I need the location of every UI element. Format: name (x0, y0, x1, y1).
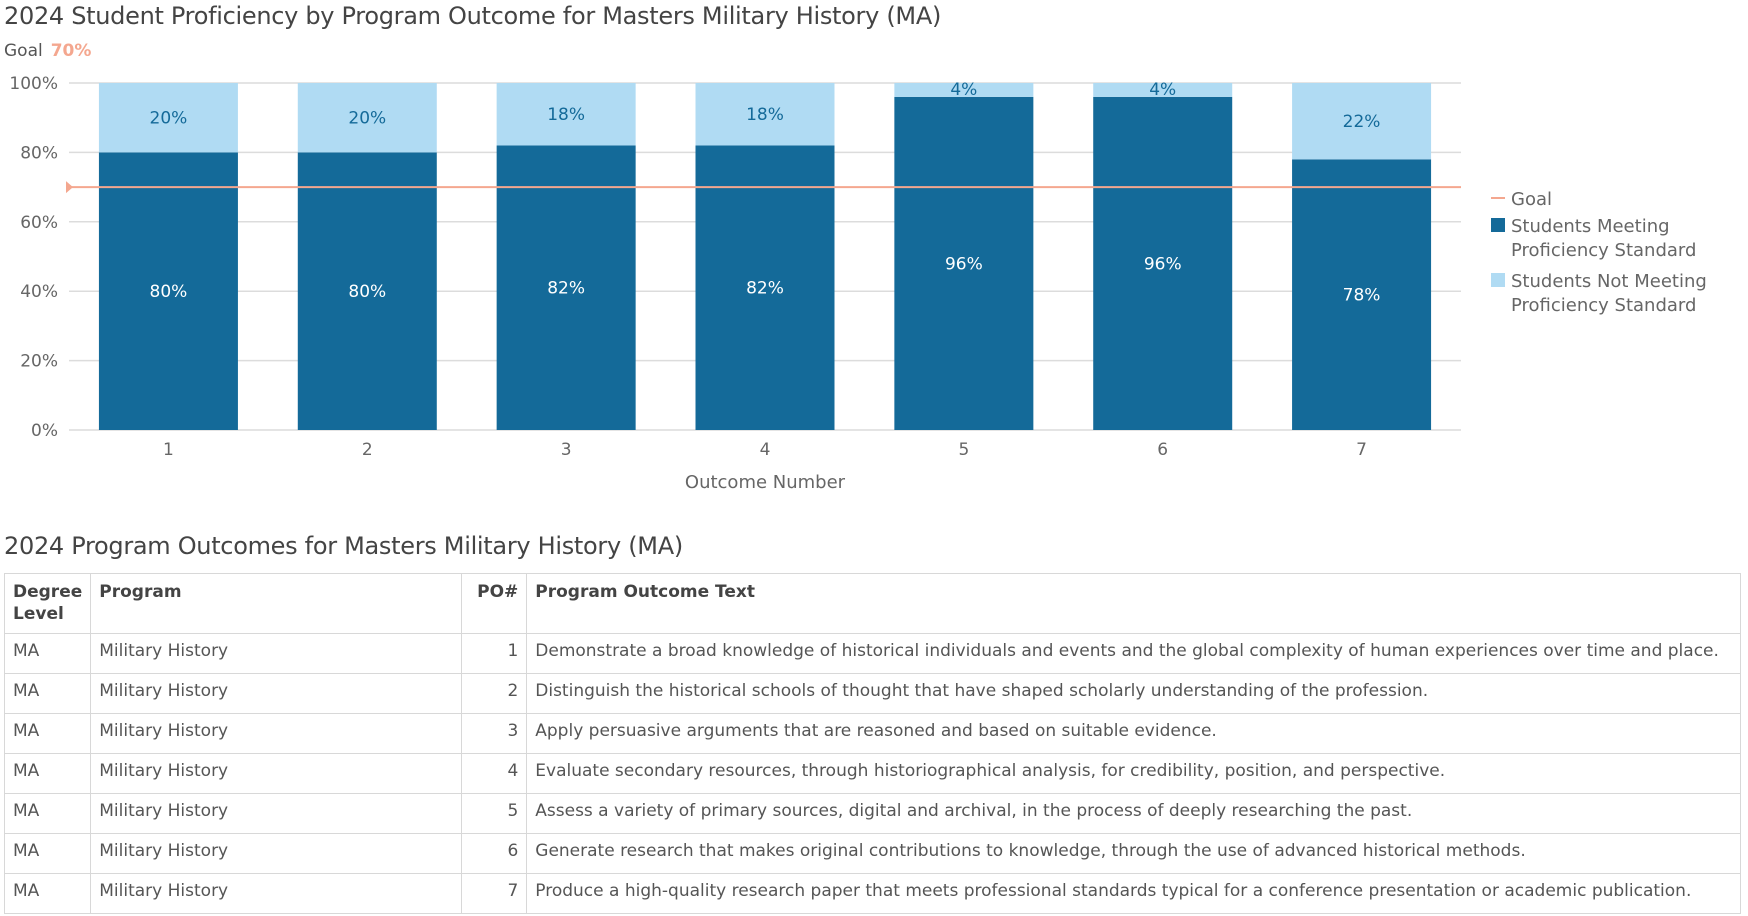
bar-segment (98, 152, 238, 430)
cell-degree-level: MA (3, 793, 92, 834)
cell-program: Military History (90, 793, 463, 834)
data-label: 18% (547, 105, 585, 125)
program-outcomes-table: Degree Level Program PO# Program Outcome… (3, 573, 1741, 914)
table-row: MA Military History 7 Produce a high-qualit… (3, 873, 1741, 914)
cell-degree-level: MA (3, 873, 92, 914)
bar-segment (894, 83, 1034, 97)
y-tick-label: 20% (20, 352, 58, 372)
bar-segment (1093, 96, 1233, 430)
chart-title: 2024 Student Proficiency by Program Outc… (4, 2, 942, 30)
data-label: 22% (1343, 112, 1381, 132)
x-tick-label: 3 (561, 440, 572, 460)
cell-program: Military History (90, 873, 463, 914)
cell-po-number: 3 (461, 713, 528, 754)
cell-po-number: 2 (461, 673, 528, 714)
bar-segment (297, 83, 437, 153)
data-label: 96% (1144, 254, 1182, 274)
data-label: 80% (150, 282, 188, 302)
goal-summary: Goal 70% (4, 41, 91, 61)
data-label: 82% (746, 279, 784, 299)
bar-segment (496, 83, 636, 146)
table-row: MA Military History 2 Distinguish the histo… (3, 673, 1741, 714)
data-label: 4% (1149, 80, 1176, 100)
header-program: Program (90, 573, 463, 634)
x-tick-label: 4 (760, 440, 771, 460)
bar-segment (297, 152, 437, 430)
table-row: MA Military History 5 Assess a variety of p… (3, 793, 1741, 834)
cell-outcome-text: Assess a variety of primary sources, dig… (526, 793, 1741, 834)
cell-po-number: 4 (461, 753, 528, 794)
cell-outcome-text: Distinguish the historical schools of th… (526, 673, 1741, 714)
cell-degree-level: MA (3, 833, 92, 874)
x-tick-label: 7 (1356, 440, 1367, 460)
bar-segment (695, 83, 835, 146)
cell-degree-level: MA (3, 753, 92, 794)
bar-segment (496, 145, 636, 430)
cell-program: Military History (90, 673, 463, 714)
data-label: 96% (945, 254, 983, 274)
cell-po-number: 6 (461, 833, 528, 874)
cell-outcome-text: Apply persuasive arguments that are reas… (526, 713, 1741, 754)
table-title: 2024 Program Outcomes for Masters Milita… (4, 532, 683, 560)
cell-program: Military History (90, 713, 463, 754)
header-degree-level: Degree Level (3, 573, 92, 634)
table-row: MA Military History 3 Apply persuasive argu… (3, 713, 1741, 754)
bar-segment (1292, 83, 1432, 160)
legend-swatch (1491, 273, 1505, 287)
goal-marker-icon (66, 181, 73, 194)
cell-outcome-text: Generate research that makes original co… (526, 833, 1741, 874)
bar-segment (98, 83, 238, 153)
goal-label: Goal (4, 41, 43, 61)
legend-swatch (1491, 218, 1505, 232)
table-row: MA Military History 6 Generate research tha… (3, 833, 1741, 874)
cell-po-number: 1 (461, 633, 528, 674)
x-tick-label: 1 (163, 440, 174, 460)
data-label: 20% (150, 109, 188, 129)
y-tick-label: 40% (20, 282, 58, 302)
goal-value: 70% (50, 41, 92, 61)
y-tick-label: 80% (20, 143, 58, 163)
x-tick-label: 5 (958, 440, 969, 460)
header-po-number: PO# (461, 573, 528, 634)
y-tick-label: 100% (9, 74, 58, 94)
bar-segment (695, 145, 835, 430)
table-header-row: Degree Level Program PO# Program Outcome… (3, 573, 1741, 634)
y-tick-label: 0% (31, 421, 58, 441)
bar-segment (1093, 83, 1233, 97)
cell-po-number: 5 (461, 793, 528, 834)
header-outcome-text: Program Outcome Text (526, 573, 1741, 634)
data-label: 82% (547, 279, 585, 299)
bar-segment (1292, 159, 1432, 430)
cell-program: Military History (90, 633, 463, 674)
stacked-bar-chart: 0% 20% 40% 60% 80% 100% 80% 20% 1 80% 20% 2 82% 18% 3 8… (9, 74, 1707, 493)
cell-outcome-text: Evaluate secondary resources, through hi… (526, 753, 1741, 794)
x-tick-label: 6 (1157, 440, 1168, 460)
cell-degree-level: MA (3, 673, 92, 714)
cell-po-number: 7 (461, 873, 528, 914)
data-label: 20% (348, 109, 386, 129)
legend-goal-label: Goal (1511, 189, 1552, 210)
data-label: 4% (950, 80, 977, 100)
legend-label: Students Not Meeting Proficiency Standard (1511, 271, 1707, 316)
data-label: 18% (746, 105, 784, 125)
legend-label: Students Meeting Proficiency Standard (1511, 216, 1696, 261)
cell-outcome-text: Produce a high-quality research paper th… (526, 873, 1741, 914)
cell-outcome-text: Demonstrate a broad knowledge of histori… (526, 633, 1741, 674)
table-row: MA Military History 1 Demonstrate a broad k… (3, 633, 1741, 674)
table-row: MA Military History 4 Evaluate secondary re… (3, 753, 1741, 794)
data-label: 80% (348, 282, 386, 302)
y-tick-label: 60% (20, 213, 58, 233)
cell-program: Military History (90, 833, 463, 874)
data-label: 78% (1343, 286, 1381, 306)
cell-degree-level: MA (3, 713, 92, 754)
x-tick-label: 2 (362, 440, 373, 460)
x-axis-title: Outcome Number (685, 472, 846, 493)
bar-segment (894, 96, 1034, 430)
cell-degree-level: MA (3, 633, 92, 674)
cell-program: Military History (90, 753, 463, 794)
